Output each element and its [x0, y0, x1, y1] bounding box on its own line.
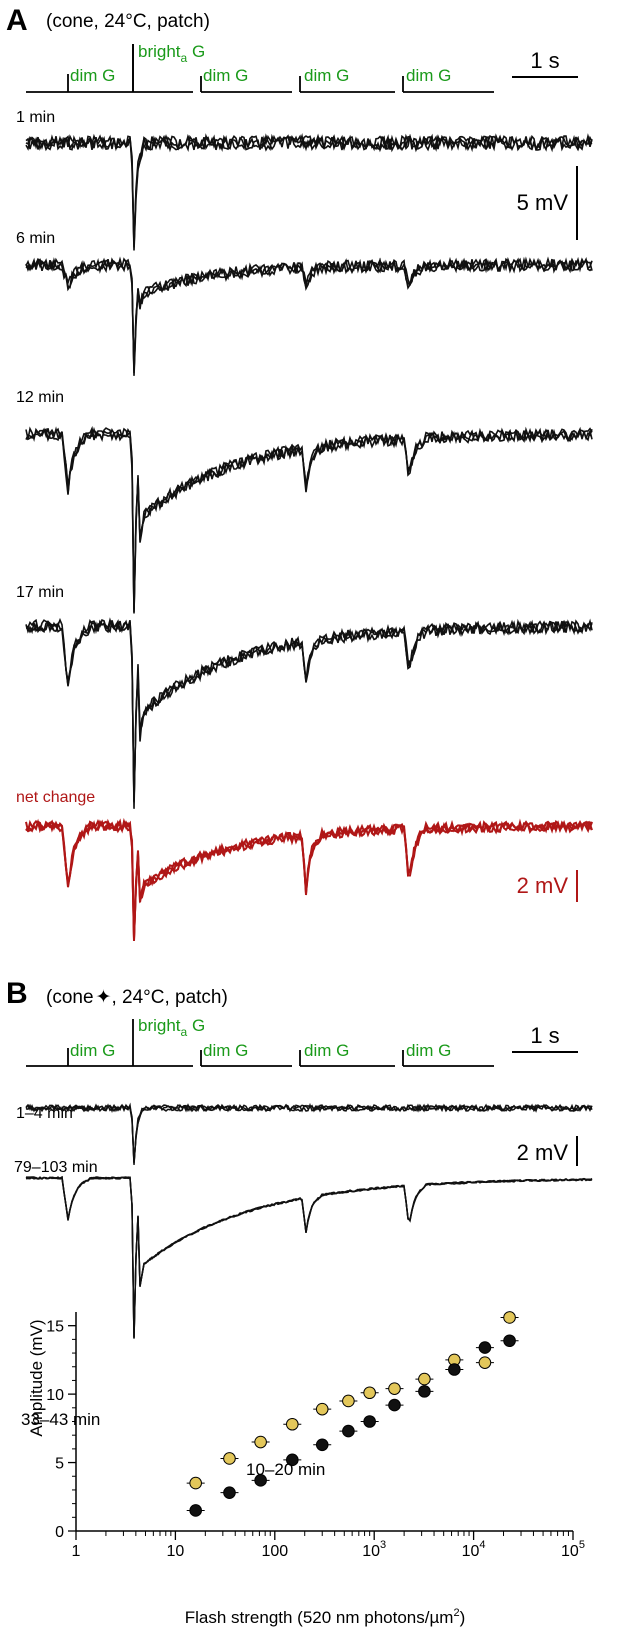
- trace-label-1min: 1 min: [16, 109, 55, 126]
- voltage-trace: [25, 818, 593, 942]
- panel-b-stimulus-trace: [26, 1019, 494, 1067]
- panel-a-time-scale-label: 1 s: [530, 48, 559, 73]
- data-point-series-1: [342, 1394, 355, 1408]
- trace-label-17min: 17 min: [16, 584, 64, 601]
- y-tick-label: 5: [55, 1456, 64, 1473]
- panel-a-dim-label-4: dim G: [406, 66, 451, 85]
- data-point-series-1: [286, 1417, 299, 1431]
- voltage-trace: [25, 618, 593, 801]
- panel-a-letter: A: [6, 4, 28, 37]
- panel-b-dim-label-4: dim G: [406, 1041, 451, 1060]
- x-tick-label: 105: [561, 1539, 585, 1560]
- y-tick-label: 0: [55, 1524, 64, 1541]
- voltage-trace: [25, 133, 593, 248]
- data-point-series-2: [448, 1363, 461, 1376]
- voltage-trace: [25, 1103, 593, 1165]
- data-point-series-2: [315, 1438, 329, 1452]
- panel-b-letter: B: [6, 977, 28, 1010]
- panel-b-header: (cone ✦, 24°C, patch): [46, 987, 228, 1008]
- data-points: [186, 1311, 519, 1517]
- panel-b-dim-label-2: dim G: [203, 1041, 248, 1060]
- voltage-trace: [25, 425, 593, 614]
- voltage-trace: [25, 1175, 593, 1339]
- voltage-trace: [25, 133, 593, 245]
- x-tick-labels: 1 10 100 103 104 105: [72, 1539, 585, 1560]
- panel-a-traces: [25, 133, 593, 942]
- x-tick-label: 104: [462, 1539, 486, 1560]
- data-point-series-1: [418, 1372, 431, 1386]
- data-point-series-2: [286, 1453, 299, 1467]
- voltage-trace: [25, 256, 593, 374]
- panel-a-volt-scale-label: 5 mV: [517, 190, 569, 215]
- panel-b-volt-scale-label: 2 mV: [517, 1140, 569, 1165]
- data-point-series-2: [223, 1486, 236, 1499]
- data-point-series-2: [342, 1424, 355, 1438]
- amplitude-scatter-plot: 1 10 100 103 104 105 0 5 10 15: [46, 1311, 585, 1560]
- voltage-trace: [25, 617, 593, 809]
- voltage-trace: [25, 133, 593, 251]
- voltage-trace: [25, 427, 593, 613]
- plot-axes: [68, 1312, 574, 1540]
- panel-a-dim-label-2: dim G: [203, 66, 248, 85]
- panel-b-bright-label: brighta G: [138, 1016, 205, 1039]
- panel-b-dim-label-1: dim G: [70, 1041, 115, 1060]
- x-tick-label: 1: [72, 1543, 81, 1560]
- voltage-trace: [25, 1102, 593, 1163]
- y-axis-label: Amplitude (mV): [27, 1319, 46, 1436]
- data-point-series-1: [223, 1452, 236, 1465]
- panel-a-bright-label: brighta G: [138, 42, 205, 65]
- panel-b-traces: [25, 1102, 593, 1339]
- voltage-trace: [25, 256, 593, 371]
- trace-label-net-change: net change: [16, 789, 95, 806]
- x-tick-label: 10: [167, 1543, 185, 1560]
- y-tick-label: 15: [46, 1319, 64, 1336]
- data-point-series-1: [503, 1311, 516, 1324]
- panel-a-dim-label-1: dim G: [70, 66, 115, 85]
- voltage-trace: [25, 817, 593, 940]
- panel-a-stimulus-trace: [26, 44, 494, 93]
- y-tick-label: 10: [46, 1387, 64, 1404]
- voltage-trace: [25, 1102, 593, 1163]
- trace-label-12min: 12 min: [16, 389, 64, 406]
- panel-b-time-scale-label: 1 s: [530, 1023, 559, 1048]
- data-point-series-2: [254, 1474, 267, 1487]
- voltage-trace: [25, 256, 593, 376]
- data-point-series-2: [388, 1398, 401, 1412]
- cone-star-icon: ✦: [96, 987, 112, 1008]
- data-point-series-2: [478, 1341, 492, 1354]
- panel-a-dim-label-3: dim G: [304, 66, 349, 85]
- data-point-series-2: [189, 1504, 202, 1517]
- data-point-series-1: [388, 1382, 401, 1395]
- trace-label-79-103min: 79–103 min: [14, 1159, 98, 1176]
- series-label-33-43min: 33–43 min: [21, 1410, 100, 1429]
- data-point-series-1: [189, 1476, 202, 1490]
- panel-b-dim-label-3: dim G: [304, 1041, 349, 1060]
- y-tick-labels: 0 5 10 15: [46, 1319, 64, 1541]
- data-point-series-1: [478, 1356, 492, 1369]
- panel-a-header: (cone, 24°C, patch): [46, 11, 210, 32]
- series-label-10-20min: 10–20 min: [246, 1460, 325, 1479]
- x-axis-label: Flash strength (520 nm photons/µm2): [185, 1607, 466, 1627]
- data-point-series-2: [503, 1334, 516, 1348]
- x-tick-label: 103: [362, 1539, 386, 1560]
- panel-a-red-volt-scale-label: 2 mV: [517, 873, 569, 898]
- data-point-series-1: [254, 1435, 267, 1449]
- voltage-trace: [25, 426, 593, 610]
- data-point-series-1: [363, 1386, 376, 1400]
- data-point-series-1: [315, 1402, 329, 1416]
- data-point-series-2: [418, 1385, 431, 1398]
- voltage-trace: [25, 617, 593, 803]
- trace-label-6min: 6 min: [16, 230, 55, 247]
- voltage-trace: [25, 818, 593, 938]
- x-tick-label: 100: [261, 1543, 288, 1560]
- data-point-series-2: [363, 1415, 376, 1428]
